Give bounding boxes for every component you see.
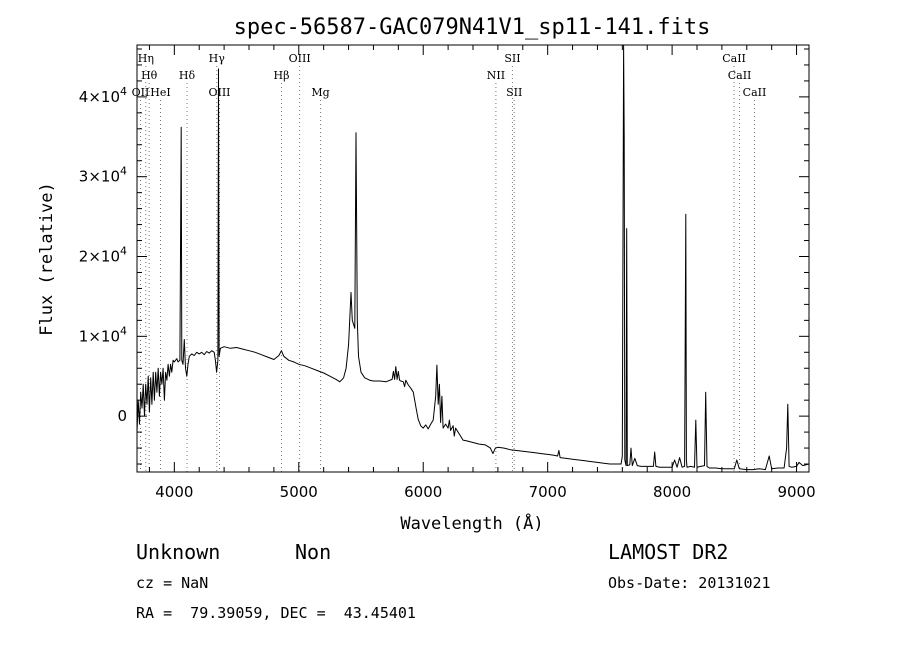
minor-ticks (137, 45, 809, 472)
x-axis-label: Wavelength (Å) (400, 512, 543, 534)
line-mark-label: Hβ (274, 69, 290, 82)
x-tick-label: 7000 (529, 483, 567, 501)
line-mark-label: HeI (150, 86, 170, 99)
observation-date: Obs-Date: 20131021 (608, 574, 771, 592)
line-mark-label: SII (504, 52, 520, 65)
spectrum-line (136, 44, 810, 471)
line-mark-label: Hγ (209, 52, 226, 65)
coordinates: RA = 79.39059, DEC = 43.45401 (136, 604, 416, 622)
y-axis-label: Flux (relative) (37, 182, 57, 336)
x-tick-label: 5000 (280, 483, 318, 501)
y-tick-label: 3×104 (79, 165, 127, 186)
plot-frame (136, 44, 810, 473)
line-mark-label: Hη (138, 52, 154, 65)
line-mark-label: Hθ (141, 69, 158, 82)
line-mark-label: OIII (208, 86, 230, 99)
line-mark-label: OII (132, 86, 150, 99)
y-tick-label: 2×104 (79, 245, 127, 266)
y-axis: 0 1×104 2×104 3×104 4×104 (79, 85, 809, 425)
line-mark-label: CaII (728, 69, 752, 82)
chart-title: spec-56587-GAC079N41V1_sp11-141.fits (234, 15, 711, 40)
object-class: Unknown (136, 540, 221, 564)
x-tick-label: 9000 (777, 483, 815, 501)
line-mark-label: Hδ (179, 69, 196, 82)
redshift-cz: cz = NaN (136, 574, 209, 592)
y-tick-label: 0 (117, 407, 127, 425)
survey-name: LAMOST DR2 (608, 540, 729, 564)
line-mark-label: CaII (722, 52, 746, 65)
line-mark-label: SII (506, 86, 522, 99)
line-mark-label: Mg (311, 86, 329, 99)
y-tick-label: 1×104 (79, 324, 127, 345)
x-tick-label: 8000 (653, 483, 691, 501)
object-subclass: Non (295, 540, 332, 564)
x-tick-label: 6000 (404, 483, 442, 501)
x-tick-label: 4000 (155, 483, 193, 501)
line-marks: OIIHηHθHeIHδHγOIIIHβOIIIMgNIISIISIICaIIC… (132, 52, 767, 472)
line-mark-label: NII (487, 69, 505, 82)
y-tick-label: 4×104 (79, 85, 127, 106)
line-mark-label: CaII (743, 86, 767, 99)
line-mark-label: OIII (289, 52, 311, 65)
x-axis: 4000 5000 6000 7000 8000 9000 (155, 45, 816, 501)
